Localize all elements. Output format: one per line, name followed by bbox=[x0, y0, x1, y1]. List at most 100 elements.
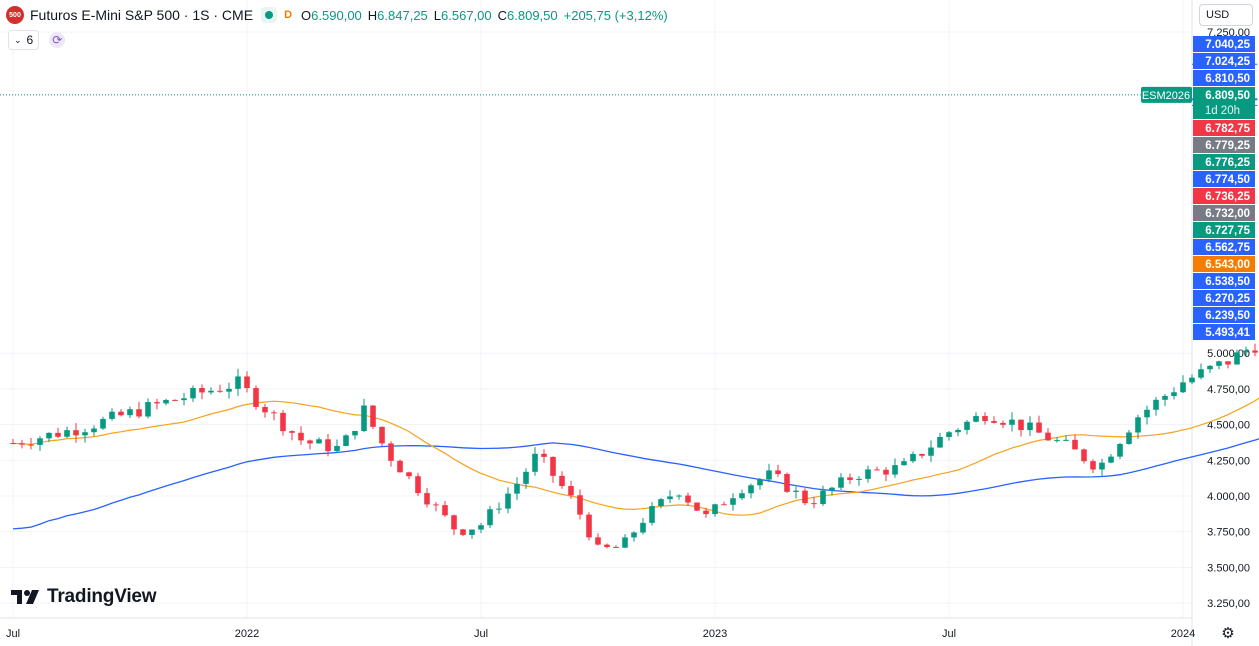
symbol-title[interactable]: Futuros E-Mini S&P 500 · 1S · CME bbox=[30, 7, 254, 23]
candle bbox=[622, 534, 628, 548]
candle-body bbox=[487, 509, 493, 526]
price-label-text: 6.782,75 bbox=[1205, 123, 1250, 135]
candle-body bbox=[316, 439, 322, 444]
tradingview-wordmark: TradingView bbox=[47, 586, 157, 607]
candle bbox=[685, 492, 691, 507]
candle bbox=[910, 451, 916, 464]
price-label-bg bbox=[1193, 222, 1255, 238]
candle bbox=[154, 398, 160, 410]
candle-body bbox=[1126, 432, 1132, 444]
candle-body bbox=[514, 483, 520, 494]
price-scale-label: 6.270,25 bbox=[1193, 290, 1255, 306]
candle bbox=[1216, 360, 1222, 370]
candle-body bbox=[730, 498, 736, 505]
series-layer bbox=[0, 63, 1259, 549]
candle-body bbox=[901, 461, 907, 466]
price-label-text: 6.774,50 bbox=[1205, 174, 1250, 186]
candle-body bbox=[595, 537, 601, 545]
market-status-indicator[interactable] bbox=[261, 7, 278, 23]
candle-body bbox=[181, 398, 187, 401]
candle bbox=[262, 403, 268, 418]
candle bbox=[739, 489, 745, 501]
candle-body bbox=[244, 376, 250, 389]
candle bbox=[1225, 361, 1231, 369]
candle bbox=[37, 436, 43, 451]
candle bbox=[1153, 396, 1159, 416]
candle bbox=[514, 477, 520, 500]
price-label-bg bbox=[1193, 171, 1255, 187]
candle bbox=[379, 426, 385, 447]
candle bbox=[1000, 420, 1006, 429]
tradingview-logo[interactable]: TradingView bbox=[11, 586, 157, 608]
candle-body bbox=[550, 456, 556, 476]
candle bbox=[136, 401, 142, 419]
candle-body bbox=[1000, 422, 1006, 425]
candle-body bbox=[856, 478, 862, 480]
candle-body bbox=[1099, 462, 1105, 470]
x-tick-label: 2023 bbox=[703, 628, 727, 640]
indicators-toggle-button[interactable]: ⌄ 6 bbox=[8, 30, 40, 50]
candle bbox=[1162, 393, 1168, 407]
candle bbox=[604, 543, 610, 549]
candle-body bbox=[694, 502, 700, 511]
candle-body bbox=[235, 376, 241, 389]
candle-body bbox=[982, 416, 988, 422]
candle-body bbox=[1063, 439, 1069, 441]
price-scale-label: 6.779,25 bbox=[1193, 137, 1255, 153]
gear-icon[interactable]: ⚙ bbox=[1221, 625, 1235, 642]
moving-average-short bbox=[12, 397, 1259, 516]
candle bbox=[748, 483, 754, 499]
candle-body bbox=[721, 504, 727, 506]
candle-body bbox=[1081, 449, 1087, 462]
currency-selector[interactable]: USD bbox=[1199, 4, 1253, 26]
price-label-bg bbox=[1193, 205, 1255, 221]
candle bbox=[649, 502, 655, 526]
candle bbox=[523, 468, 529, 489]
candle-body bbox=[361, 405, 367, 432]
candle bbox=[469, 529, 475, 539]
candle-body bbox=[766, 470, 772, 480]
x-tick-label: Jul bbox=[474, 628, 488, 640]
candle-body bbox=[352, 431, 358, 436]
candle-body bbox=[1198, 369, 1204, 378]
candle bbox=[1036, 415, 1042, 433]
candle-body bbox=[883, 469, 889, 475]
candle-body bbox=[217, 390, 223, 392]
candle bbox=[586, 512, 592, 541]
candle-body bbox=[451, 515, 457, 530]
candle bbox=[46, 432, 52, 443]
candle bbox=[829, 486, 835, 496]
candle bbox=[64, 426, 70, 439]
candle bbox=[946, 431, 952, 441]
candle-body bbox=[1207, 365, 1213, 370]
candle bbox=[1090, 459, 1096, 474]
candle bbox=[325, 434, 331, 457]
data-delay-badge[interactable]: D bbox=[284, 9, 293, 21]
candle bbox=[1126, 429, 1132, 445]
indicators-row: ⌄ 6 ⟳ bbox=[8, 30, 66, 50]
price-change: +205,75 (+3,12%) bbox=[563, 7, 668, 23]
candle bbox=[19, 439, 25, 449]
price-label-bg bbox=[1193, 188, 1255, 204]
candle-body bbox=[262, 406, 268, 413]
sync-icon[interactable]: ⟳ bbox=[49, 32, 66, 48]
candle-body bbox=[397, 460, 403, 473]
candle-body bbox=[370, 405, 376, 427]
candle bbox=[640, 518, 646, 535]
candle-body bbox=[586, 514, 592, 538]
candle bbox=[1072, 434, 1078, 450]
candle-body bbox=[406, 472, 412, 477]
candle bbox=[199, 384, 205, 400]
candle bbox=[1171, 387, 1177, 400]
price-scale-label: 6.736,25 bbox=[1193, 188, 1255, 204]
candle bbox=[901, 458, 907, 466]
candle bbox=[1144, 405, 1150, 425]
candle bbox=[1207, 365, 1213, 374]
candle-body bbox=[415, 476, 421, 494]
candle-body bbox=[325, 439, 331, 452]
candle bbox=[793, 486, 799, 499]
candle bbox=[118, 409, 124, 417]
candle-body bbox=[1090, 461, 1096, 470]
